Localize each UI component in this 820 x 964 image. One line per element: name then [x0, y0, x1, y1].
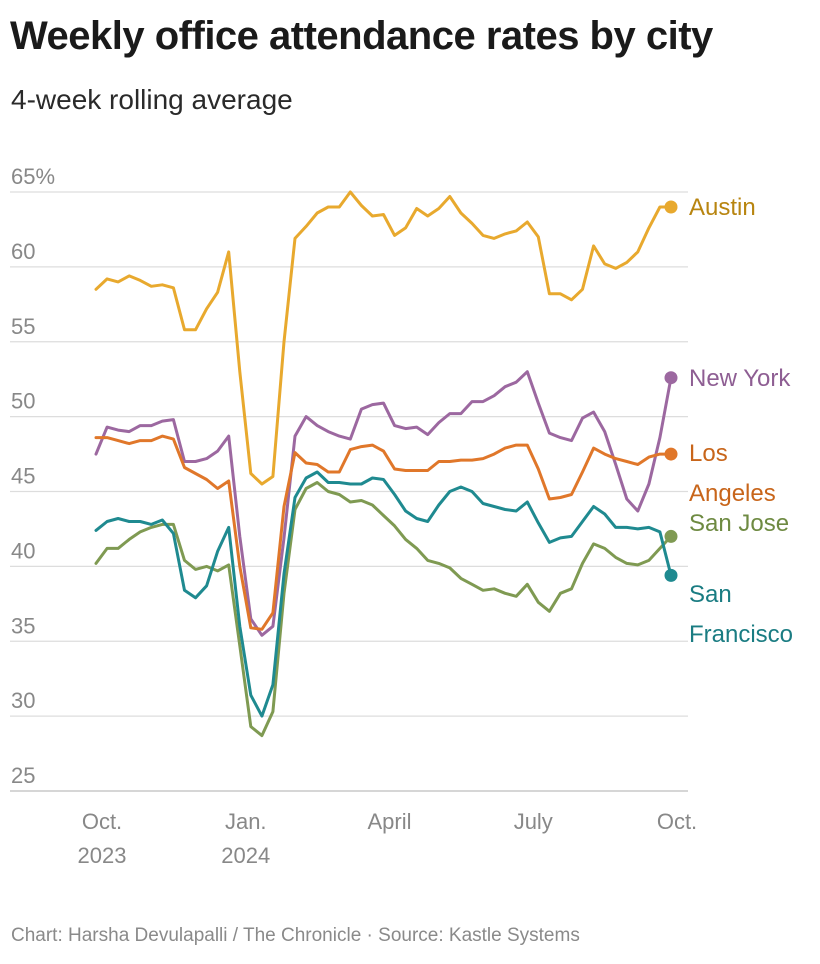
- x-tick-label-oct-2023: Oct. 2023: [78, 809, 127, 868]
- series-endpoint-san-francisco: [664, 568, 678, 582]
- series-endpoint-los-angeles: [664, 447, 678, 461]
- gridlines: [10, 191, 688, 792]
- series-line-new-york: [94, 370, 673, 637]
- series-lines: [94, 190, 678, 738]
- series-labels: Austin New York Los Angeles San Jose San Franc…: [689, 194, 793, 648]
- series-endpoint-austin: [664, 200, 678, 214]
- chart-title: Weekly office attendance rates by city: [10, 14, 713, 58]
- line-chart: 25 30 35 40 45 50 55 60 65% Oct. 2023 Jan. 2024 Apri…: [10, 164, 793, 868]
- y-tick-label-60: 60: [11, 239, 35, 264]
- series-label-austin: Austin: [689, 194, 756, 221]
- series-endpoint-san-jose: [664, 529, 678, 543]
- series-label-new-york: New York: [689, 365, 791, 392]
- x-tick-label-july: July: [514, 809, 553, 834]
- series-line-los-angeles: [94, 434, 673, 631]
- x-tick-label-jan-2024: Jan. 2024: [221, 809, 270, 868]
- series-label-san-jose: San Jose: [689, 510, 789, 537]
- series-label-los-angeles: Los Angeles: [689, 440, 776, 507]
- x-tick-label-oct: Oct.: [657, 809, 697, 834]
- y-tick-label-55: 55: [11, 314, 35, 339]
- y-tick-label-40: 40: [11, 538, 35, 563]
- y-tick-label-25: 25: [11, 763, 35, 788]
- chart-subtitle: 4-week rolling average: [11, 84, 293, 115]
- series-line-san-francisco: [94, 470, 673, 718]
- x-tick-label-april: April: [367, 809, 411, 834]
- y-axis-ticks: 25 30 35 40 45 50 55 60 65%: [11, 164, 55, 788]
- series-line-austin: [94, 190, 673, 486]
- chart-footer-credit: Chart: Harsha Devulapalli / The Chronicl…: [11, 925, 580, 946]
- series-endpoint-new-york: [664, 371, 678, 385]
- series-line-san-jose: [94, 481, 673, 738]
- y-tick-label-35: 35: [11, 613, 35, 638]
- y-tick-label-30: 30: [11, 688, 35, 713]
- y-tick-label-65: 65%: [11, 164, 55, 189]
- y-tick-label-45: 45: [11, 464, 35, 489]
- y-tick-label-50: 50: [11, 389, 35, 414]
- x-axis-ticks: Oct. 2023 Jan. 2024 April July Oct.: [78, 809, 698, 868]
- series-label-san-francisco: San Francisco: [689, 581, 793, 648]
